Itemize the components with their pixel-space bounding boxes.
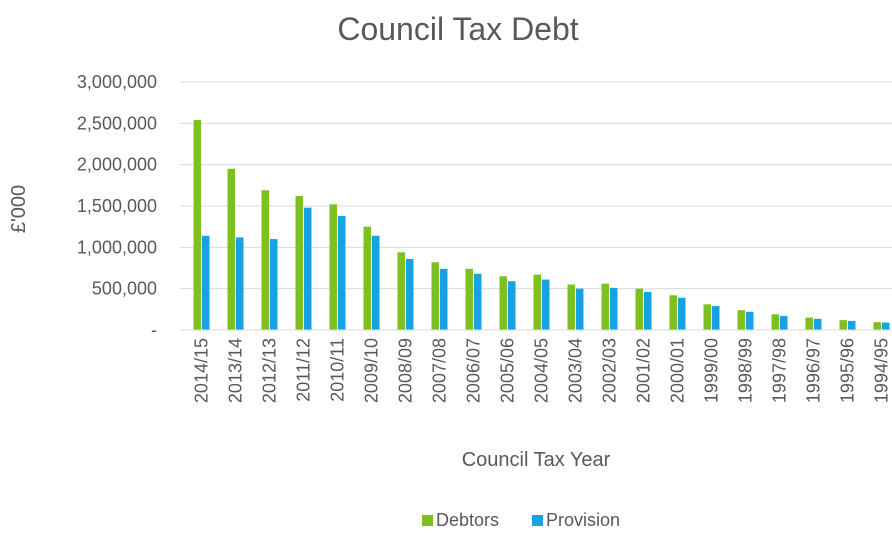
legend: Debtors Provision xyxy=(422,510,620,530)
x-tick-label: 2009/10 xyxy=(362,338,382,403)
bar-provision-2003-04 xyxy=(576,288,584,330)
y-tick-label: 1,500,000 xyxy=(77,196,157,216)
x-tick-label: 1997/98 xyxy=(770,338,790,403)
bar-debtors-1998-99 xyxy=(737,310,745,330)
y-tick-label: 3,000,000 xyxy=(77,72,157,92)
bar-debtors-2010-11 xyxy=(329,204,337,330)
bar-provision-2007-08 xyxy=(440,268,448,330)
bar-provision-1994-95 xyxy=(882,322,890,330)
x-tick-label: 2006/07 xyxy=(464,338,484,403)
bar-debtors-2000-01 xyxy=(669,295,677,330)
x-tick-label: 2010/11 xyxy=(328,338,348,402)
legend-label-provision: Provision xyxy=(546,510,620,530)
x-tick-label: 2008/09 xyxy=(396,338,416,403)
x-tick-label: 2007/08 xyxy=(430,338,450,403)
bar-provision-1996-97 xyxy=(814,318,822,330)
bar-debtors-2012-13 xyxy=(261,190,269,330)
x-tick-label: 2003/04 xyxy=(566,338,586,403)
bar-provision-1995-96 xyxy=(848,320,856,330)
x-axis-label: Council Tax Year xyxy=(462,449,611,471)
bar-provision-2010-11 xyxy=(338,215,346,330)
bar-provision-2009-10 xyxy=(372,235,380,330)
x-tick-label: 1998/99 xyxy=(736,338,756,403)
y-tick-label: 500,000 xyxy=(92,279,157,299)
bar-provision-2012-13 xyxy=(270,239,278,330)
x-tick-label: 2013/14 xyxy=(226,338,246,403)
bar-provision-1999-00 xyxy=(712,306,720,330)
bar-provision-2001-02 xyxy=(644,291,652,330)
y-tick-label: 1,000,000 xyxy=(77,237,157,257)
y-tick-label: - xyxy=(151,320,157,340)
x-tick-label: 2011/12 xyxy=(294,338,314,402)
bar-debtors-2002-03 xyxy=(601,283,609,330)
bar-debtors-2011-12 xyxy=(295,196,303,330)
chart-title: Council Tax Debt xyxy=(337,11,578,47)
x-tick-label: 2002/03 xyxy=(600,338,620,403)
x-tick-label: 2012/13 xyxy=(260,338,280,403)
bar-debtors-2005-06 xyxy=(499,276,507,330)
bar-debtors-2009-10 xyxy=(363,226,371,330)
bars xyxy=(193,120,890,330)
bar-provision-2008-09 xyxy=(406,258,414,330)
bar-debtors-1997-98 xyxy=(771,314,779,330)
bar-provision-2006-07 xyxy=(474,273,482,330)
bar-provision-2013-14 xyxy=(236,237,244,330)
bar-debtors-2006-07 xyxy=(465,268,473,330)
x-axis-ticks: 2014/15 2013/14 2012/13 2011/12 2010/11 2009/… xyxy=(192,338,892,403)
bar-provision-2014-15 xyxy=(202,235,210,330)
bar-debtors-2001-02 xyxy=(635,288,643,330)
bar-provision-2004-05 xyxy=(542,279,550,330)
y-axis-ticks: - 500,000 1,000,000 1,500,000 2,000,000 2,500… xyxy=(77,72,157,340)
x-tick-label: 2005/06 xyxy=(498,338,518,403)
bar-debtors-1996-97 xyxy=(805,317,813,330)
x-tick-label: 1999/00 xyxy=(702,338,722,403)
x-tick-label: 1995/96 xyxy=(838,338,858,403)
y-tick-label: 2,000,000 xyxy=(77,155,157,175)
x-tick-label: 2000/01 xyxy=(668,338,688,403)
legend-swatch-debtors xyxy=(422,515,433,526)
x-tick-label: 1996/97 xyxy=(804,338,824,403)
bar-debtors-2013-14 xyxy=(227,168,235,330)
bar-debtors-1994-95 xyxy=(873,322,881,330)
x-tick-label: 2001/02 xyxy=(634,338,654,403)
legend-label-debtors: Debtors xyxy=(436,510,499,530)
bar-debtors-2003-04 xyxy=(567,284,575,330)
y-axis-label: £'000 xyxy=(8,185,30,233)
x-tick-label: 1994/95 xyxy=(872,338,892,403)
bar-debtors-2008-09 xyxy=(397,252,405,330)
bar-debtors-1995-96 xyxy=(839,320,847,330)
gridlines xyxy=(180,81,892,290)
bar-provision-2005-06 xyxy=(508,281,516,330)
bar-debtors-2007-08 xyxy=(431,262,439,330)
bar-debtors-2004-05 xyxy=(533,274,541,330)
legend-swatch-provision xyxy=(532,515,543,526)
bar-provision-2011-12 xyxy=(304,207,312,330)
bar-debtors-2014-15 xyxy=(193,120,201,330)
bar-provision-2002-03 xyxy=(610,287,618,330)
x-tick-label: 2014/15 xyxy=(192,338,212,403)
bar-provision-2000-01 xyxy=(678,297,686,330)
bar-provision-1998-99 xyxy=(746,311,754,330)
bar-debtors-1999-00 xyxy=(703,304,711,330)
bar-provision-1997-98 xyxy=(780,315,788,330)
y-tick-label: 2,500,000 xyxy=(77,113,157,133)
x-tick-label: 2004/05 xyxy=(532,338,552,403)
